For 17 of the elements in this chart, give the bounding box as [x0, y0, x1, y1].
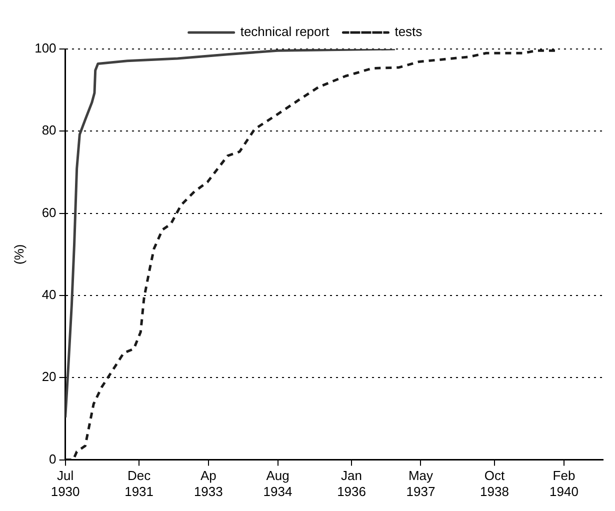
legend-label: technical report [240, 24, 330, 40]
x-tick-label: Ap 1933 [194, 468, 223, 499]
x-tick-label: Dec 1931 [124, 468, 154, 499]
y-tick-label: 80 [42, 122, 56, 138]
y-tick-label: 20 [42, 369, 56, 384]
y-axis-title: (%) [11, 244, 26, 265]
x-tick-label: Oct 1938 [480, 468, 509, 499]
y-tick-label: 100 [34, 40, 56, 56]
x-tick-label: Feb 1940 [550, 468, 578, 499]
y-tick-label: 0 [49, 451, 56, 466]
legend-label: tests [394, 24, 423, 40]
x-tick-label: May 1937 [406, 468, 436, 499]
y-tick-label: 60 [42, 204, 56, 220]
x-tick-label: Jul 1930 [50, 468, 80, 499]
x-tick-label: Aug 1934 [263, 468, 292, 499]
y-tick-label: 40 [42, 287, 56, 302]
x-tick-label: Jan 1936 [337, 468, 366, 499]
